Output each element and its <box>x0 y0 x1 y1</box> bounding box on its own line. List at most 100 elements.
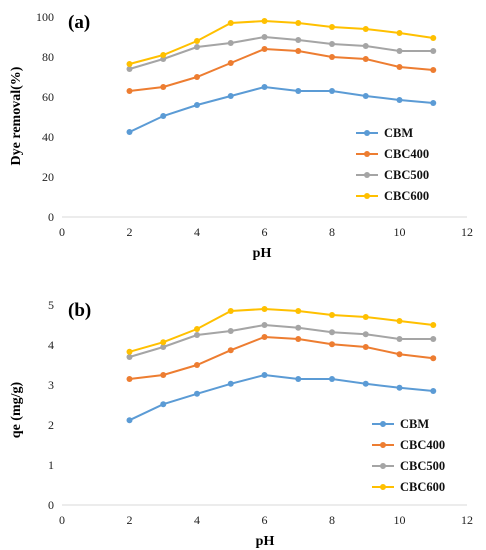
data-point <box>430 322 437 328</box>
data-point <box>430 100 437 106</box>
panel-label: (a) <box>68 12 90 33</box>
data-point <box>396 384 403 391</box>
x-tick-labels: 0 2 4 6 8 10 12 <box>59 225 473 239</box>
data-point <box>261 334 268 340</box>
legend-label: CBC600 <box>384 189 429 203</box>
y-tick-label: 4 <box>48 338 54 352</box>
data-point <box>126 88 133 94</box>
data-point <box>362 380 369 387</box>
data-point <box>160 372 167 378</box>
data-point <box>160 339 167 346</box>
data-point <box>295 37 302 43</box>
data-point <box>430 336 437 342</box>
data-point <box>227 328 234 334</box>
series-line <box>129 85 434 133</box>
data-point <box>194 332 200 338</box>
panel-label: (b) <box>68 300 91 321</box>
data-point <box>295 376 302 382</box>
data-point <box>261 34 268 40</box>
data-point <box>126 66 133 72</box>
y-tick-labels: 0 1 2 3 4 5 <box>48 298 54 512</box>
data-point <box>227 40 234 46</box>
data-point <box>261 322 268 328</box>
data-point <box>430 35 437 41</box>
data-point <box>396 64 403 70</box>
legend-label: CBC400 <box>384 147 429 161</box>
data-point <box>329 376 335 382</box>
legend: CBM CBC400 CBC500 CBC600 <box>356 126 429 203</box>
data-point <box>160 113 167 119</box>
y-tick-labels: 0 20 40 60 80 100 <box>36 10 54 224</box>
data-point <box>430 355 437 362</box>
series-line <box>129 35 434 70</box>
data-point <box>160 401 167 408</box>
series-line <box>129 307 434 353</box>
legend-label: CBC600 <box>400 480 445 494</box>
x-tick-label: 12 <box>461 513 473 527</box>
data-point <box>261 372 268 378</box>
series-line <box>129 47 434 92</box>
chart-panel-a: (a) pH Dye removal(%) 0 2 4 6 8 10 12 0 20 40 60 8… <box>9 10 473 261</box>
data-point <box>362 26 369 32</box>
legend-label: CBM <box>384 126 413 140</box>
legend: CBM CBC400 CBC500 CBC600 <box>372 417 445 494</box>
data-point <box>362 56 369 62</box>
x-tick-label: 4 <box>194 225 200 239</box>
data-point <box>430 67 437 73</box>
y-tick-label: 100 <box>36 10 54 24</box>
legend-marker <box>380 421 386 427</box>
data-point <box>362 344 369 350</box>
data-point <box>227 347 234 354</box>
data-point <box>160 84 167 90</box>
data-point <box>126 354 133 360</box>
data-point <box>329 54 335 60</box>
data-point <box>430 48 437 54</box>
data-point <box>362 43 369 49</box>
data-point <box>194 38 200 44</box>
data-point <box>194 390 200 397</box>
data-point <box>396 30 403 36</box>
data-point <box>227 308 234 314</box>
data-point <box>126 61 133 67</box>
y-tick-label: 60 <box>42 90 54 104</box>
data-point <box>194 362 200 368</box>
x-tick-label: 6 <box>262 513 268 527</box>
y-tick-label: 0 <box>48 210 54 224</box>
series-layer <box>126 18 437 135</box>
x-tick-label: 8 <box>329 513 335 527</box>
y-tick-label: 2 <box>48 418 54 432</box>
series-line <box>129 323 434 358</box>
data-point <box>295 20 302 26</box>
data-point <box>261 46 268 52</box>
data-point <box>396 318 403 324</box>
y-axis-title: qe (mg/g) <box>9 381 24 438</box>
data-point <box>227 380 234 387</box>
y-tick-label: 80 <box>42 50 54 64</box>
legend-label: CBC400 <box>400 438 445 452</box>
data-point <box>227 20 234 26</box>
legend-marker <box>380 442 386 448</box>
data-point <box>362 331 369 338</box>
data-point <box>194 74 200 80</box>
legend-label: CBM <box>400 417 429 431</box>
data-point <box>295 308 302 314</box>
data-point <box>194 102 200 108</box>
data-point <box>126 129 133 135</box>
legend-marker <box>364 172 370 178</box>
data-point <box>329 24 335 30</box>
data-point <box>295 324 302 331</box>
y-tick-label: 5 <box>48 298 54 312</box>
data-point <box>362 314 369 320</box>
data-point <box>329 41 335 47</box>
x-tick-labels: 0 2 4 6 8 10 12 <box>59 513 473 527</box>
data-point <box>194 44 200 50</box>
y-axis-title: Dye removal(%) <box>9 66 24 165</box>
legend-marker <box>364 193 370 199</box>
x-tick-label: 2 <box>127 225 133 239</box>
x-tick-label: 0 <box>59 225 65 239</box>
y-tick-label: 1 <box>48 458 54 472</box>
data-point <box>396 336 403 342</box>
data-point <box>261 18 268 24</box>
